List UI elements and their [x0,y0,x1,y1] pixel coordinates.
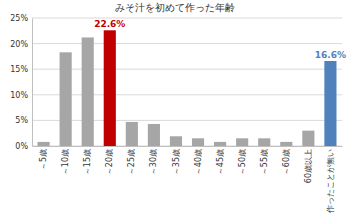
grid-line [32,120,342,121]
x-tick-label: ～45歳 [216,149,225,175]
x-tick-label: ～25歳 [127,149,136,175]
y-tick: 0% [15,142,32,151]
x-tick-label: 60歳以上 [304,149,313,183]
bar [280,142,292,146]
bar [104,30,116,146]
bar [302,131,314,146]
bar [82,37,94,146]
bars [38,30,337,146]
x-tick: ～40歳 [194,146,203,175]
y-tick-label: 0% [15,142,28,151]
y-axis: 0% 5% 10% 15% 20% 25% [10,14,32,151]
y-tick: 5% [15,116,32,125]
x-tick-label: ～30歳 [149,149,158,175]
grid-line [32,69,342,70]
plot: 0%5%10%15%20%25%～5歳～10歳～15歳～20歳～25歳～30歳～… [10,14,346,214]
grid [32,18,342,146]
grid-line [32,146,342,147]
x-tick: ～50歳 [238,146,247,175]
x-tick: ～30歳 [149,146,158,175]
bar [126,122,138,146]
y-tick: 10% [10,91,32,100]
y-tick-label: 25% [10,14,28,23]
x-tick: 60歳以上 [304,146,313,183]
x-tick-label: ～5歳 [39,149,48,170]
x-tick: ～25歳 [127,146,136,175]
x-tick: ～55歳 [260,146,269,175]
y-tick-label: 20% [10,40,28,49]
y-tick: 15% [10,65,32,74]
x-tick-label: ～15歳 [83,149,92,175]
bar [258,138,270,146]
x-tick-label: ～60歳 [282,149,291,175]
data-labels: 22.6% 16.6% [94,19,346,60]
chart: みそ汁を初めて作った年齢0%5%10%15%20%25%～5歳～10歳～15歳～… [0,0,350,218]
x-tick: ～10歳 [61,146,70,175]
grid-line [32,18,342,19]
data-label: 16.6% [315,50,346,60]
y-tick-label: 10% [10,91,28,100]
bar [236,138,248,146]
x-tick: ～45歳 [216,146,225,175]
bar [192,138,204,146]
x-tick-label: ～10歳 [61,149,70,175]
x-tick: 作ったことが無い [326,146,335,214]
y-tick-label: 5% [15,116,28,125]
title: みそ汁を初めて作った年齢 [115,2,235,13]
y-axis-line [32,19,33,147]
x-tick: ～20歳 [105,146,114,175]
grid-line [32,94,342,95]
x-tick: ～15歳 [83,146,92,175]
x-tick-label: ～35歳 [172,149,181,175]
x-tick-label: ～50歳 [238,149,247,175]
data-label: 22.6% [94,19,125,29]
bar [214,142,226,146]
x-tick: ～35歳 [172,146,181,175]
y-tick: 20% [10,40,32,49]
x-tick-label: ～40歳 [194,149,203,175]
grid-line [32,43,342,44]
bar [60,52,72,146]
x-axis: ～5歳 ～10歳 ～15歳 ～20歳 ～25歳 ～30歳 ～35歳 ～40歳 ～45歳 ～50歳 ～… [33,146,343,214]
y-tick-label: 15% [10,65,28,74]
bar [170,136,182,146]
x-tick-label: ～20歳 [105,149,114,175]
x-tick: ～5歳 [39,146,48,170]
bar [148,124,160,146]
x-tick-label: ～55歳 [260,149,269,175]
x-tick: ～60歳 [282,146,291,175]
bar [324,61,336,146]
y-tick: 25% [10,14,32,23]
x-tick-label: 作ったことが無い [326,149,335,214]
x-axis-line [33,146,343,147]
bar [38,142,50,146]
